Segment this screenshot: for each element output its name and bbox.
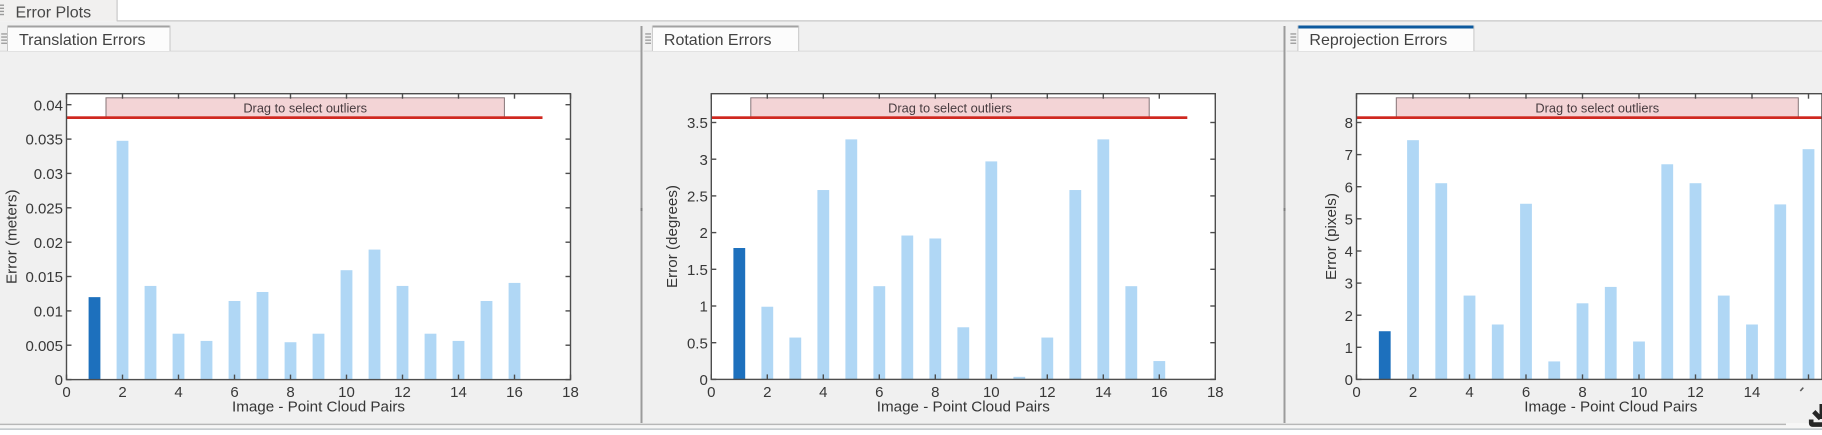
svg-text:2: 2 [1345, 308, 1353, 325]
svg-text:0.035: 0.035 [25, 132, 63, 149]
svg-text:Error (degrees): Error (degrees) [664, 185, 681, 288]
svg-text:3.5: 3.5 [687, 115, 708, 132]
svg-text:2: 2 [118, 384, 126, 401]
svg-text:0: 0 [699, 372, 707, 389]
svg-text:0: 0 [55, 372, 63, 389]
svg-text:Reprojection Errors: Reprojection Errors [1309, 32, 1447, 49]
svg-text:Drag to select outliers: Drag to select outliers [1535, 100, 1659, 115]
svg-text:4: 4 [1345, 244, 1353, 261]
svg-text:0.005: 0.005 [25, 338, 63, 355]
svg-text:Error (meters): Error (meters) [4, 189, 21, 284]
svg-text:5: 5 [1345, 211, 1353, 228]
svg-text:0: 0 [62, 384, 70, 401]
svg-text:0.025: 0.025 [25, 200, 63, 217]
svg-text:2: 2 [699, 225, 707, 242]
svg-text:7: 7 [1345, 147, 1353, 164]
svg-text:3: 3 [699, 152, 707, 169]
svg-text:0.01: 0.01 [34, 304, 63, 321]
svg-text:0: 0 [1352, 384, 1360, 401]
svg-text:6: 6 [1345, 179, 1353, 196]
svg-text:0: 0 [1345, 372, 1353, 389]
svg-text:Image - Point Cloud Pairs: Image - Point Cloud Pairs [1524, 398, 1697, 415]
svg-text:Error Plots: Error Plots [16, 4, 92, 21]
svg-text:16: 16 [1151, 384, 1168, 401]
svg-text:2: 2 [763, 384, 771, 401]
svg-text:Error (pixels): Error (pixels) [1323, 193, 1340, 280]
svg-text:Image - Point Cloud Pairs: Image - Point Cloud Pairs [877, 398, 1050, 415]
svg-text:0.5: 0.5 [687, 335, 708, 352]
svg-text:0.04: 0.04 [34, 97, 63, 114]
svg-text:Drag to select outliers: Drag to select outliers [243, 100, 367, 115]
svg-text:0: 0 [707, 384, 715, 401]
svg-text:4: 4 [174, 384, 182, 401]
svg-text:4: 4 [1465, 384, 1473, 401]
svg-text:1: 1 [1345, 340, 1353, 357]
svg-text:Drag to select outliers: Drag to select outliers [888, 100, 1012, 115]
svg-text:Rotation Errors: Rotation Errors [664, 32, 772, 49]
svg-text:Image - Point Cloud Pairs: Image - Point Cloud Pairs [232, 398, 405, 415]
svg-text:18: 18 [1207, 384, 1224, 401]
svg-text:16: 16 [506, 384, 523, 401]
svg-text:4: 4 [819, 384, 827, 401]
svg-text:Translation Errors: Translation Errors [19, 32, 146, 49]
svg-text:0.015: 0.015 [25, 269, 63, 286]
svg-text:14: 14 [1744, 384, 1761, 401]
svg-text:0.02: 0.02 [34, 235, 63, 252]
svg-text:0.03: 0.03 [34, 166, 63, 183]
svg-text:3: 3 [1345, 276, 1353, 293]
svg-text:18: 18 [562, 384, 579, 401]
svg-text:14: 14 [450, 384, 467, 401]
svg-text:2.5: 2.5 [687, 189, 708, 206]
svg-text:2: 2 [1409, 384, 1417, 401]
svg-text:8: 8 [1345, 115, 1353, 132]
svg-text:14: 14 [1095, 384, 1112, 401]
svg-text:1.5: 1.5 [687, 262, 708, 279]
svg-text:1: 1 [699, 299, 707, 316]
